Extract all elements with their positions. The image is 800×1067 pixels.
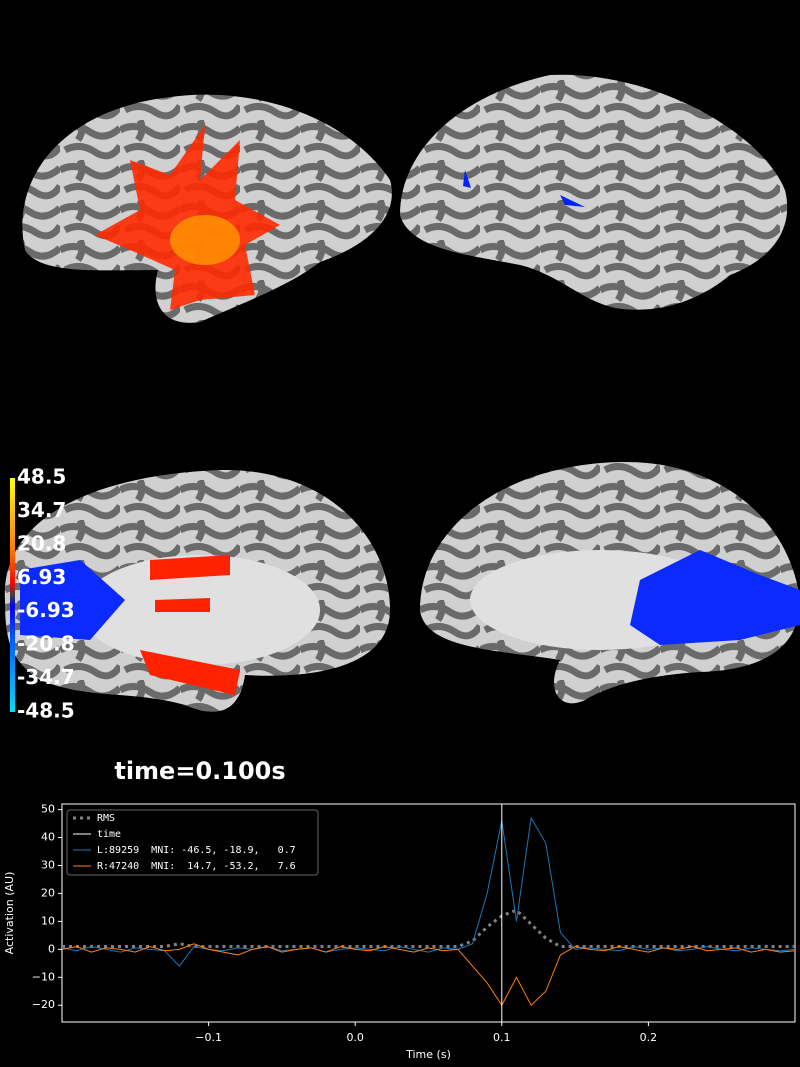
colorbar-tick-label: 48.5 bbox=[17, 465, 66, 489]
y-tick-label: 30 bbox=[41, 858, 55, 871]
activation bbox=[95, 125, 280, 310]
time-label: time=0.100s bbox=[114, 757, 285, 785]
legend-label: L:89259 MNI: -46.5, -18.9, 0.7 bbox=[97, 845, 296, 856]
activation bbox=[140, 555, 240, 695]
y-tick-label: −10 bbox=[32, 970, 55, 983]
y-tick-label: 50 bbox=[41, 803, 55, 816]
colorbar-tick-label: -34.7 bbox=[17, 665, 75, 689]
activation-neg bbox=[20, 560, 125, 640]
series-line bbox=[61, 816, 796, 967]
colorbar-tick-label: 6.93 bbox=[17, 565, 66, 589]
y-tick-label: 20 bbox=[41, 886, 55, 899]
activation-core bbox=[170, 215, 240, 265]
x-tick-label: 0.2 bbox=[640, 1031, 658, 1044]
colorbar bbox=[10, 478, 15, 712]
x-tick-label: −0.1 bbox=[195, 1031, 222, 1044]
chart: −20 −10 0 10 20 30 40 50 −0.1 0.0 0.1 0.2 Time (s) Ac… bbox=[3, 803, 796, 1061]
colorbar-tick-label: 34.7 bbox=[17, 498, 66, 522]
legend-label: R:47240 MNI: 14.7, -53.2, 7.6 bbox=[97, 861, 296, 872]
colorbar-tick-label: 20.8 bbox=[17, 531, 66, 555]
legend-label: RMS bbox=[97, 813, 115, 824]
x-axis-label: Time (s) bbox=[405, 1048, 451, 1061]
activation-neg bbox=[630, 550, 800, 645]
activation-neg bbox=[463, 170, 585, 207]
y-axis-label: Activation (AU) bbox=[3, 872, 16, 955]
colorbar-tick-label: -48.5 bbox=[17, 699, 75, 723]
right-lateral bbox=[400, 74, 788, 310]
colorbar-tick-label: -20.8 bbox=[17, 632, 75, 656]
y-tick-label: 40 bbox=[41, 831, 55, 844]
x-tick-label: 0.0 bbox=[346, 1031, 364, 1044]
legend-label: time bbox=[97, 829, 121, 840]
x-tick-label: 0.1 bbox=[493, 1031, 511, 1044]
legend-box bbox=[66, 809, 319, 876]
series-line bbox=[62, 908, 795, 949]
brain-views bbox=[4, 74, 800, 712]
y-tick-label: 10 bbox=[41, 914, 55, 927]
plot-area bbox=[61, 803, 796, 1023]
y-tick-label: 0 bbox=[48, 942, 55, 955]
series-line bbox=[61, 943, 796, 1007]
colorbar-ticks: 48.5 34.7 20.8 6.93 -6.93 -20.8 -34.7 -48.5 bbox=[17, 465, 75, 723]
colorbar-tick-label: -6.93 bbox=[17, 598, 75, 622]
y-tick-label: −20 bbox=[32, 998, 55, 1011]
